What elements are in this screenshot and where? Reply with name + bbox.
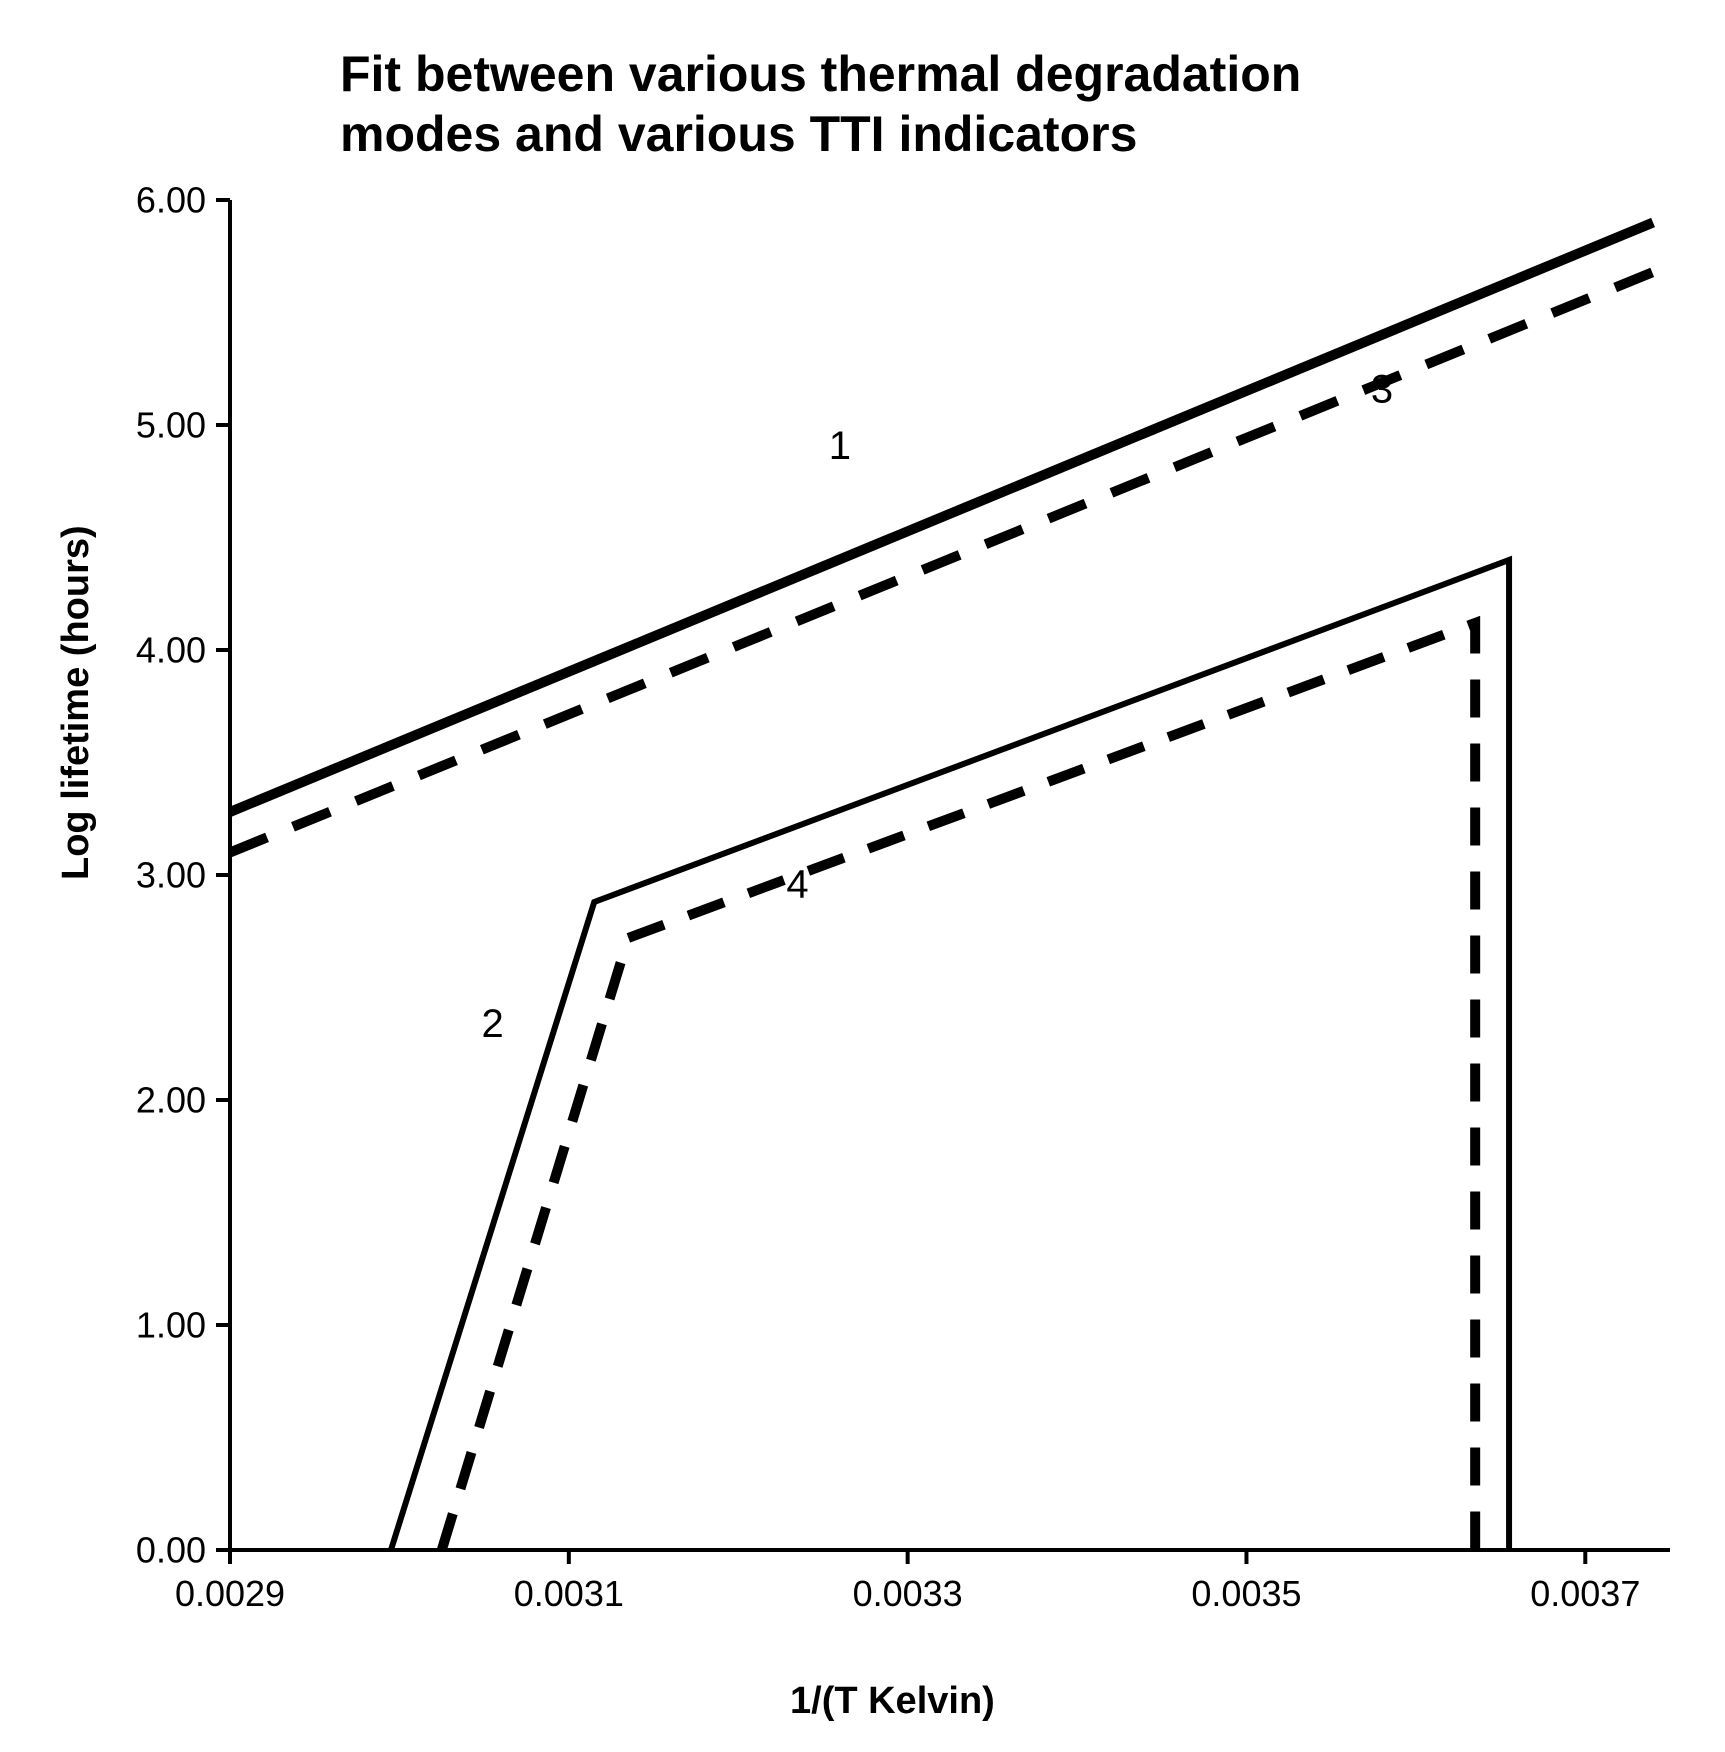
x-tick-label: 0.0033	[853, 1573, 963, 1614]
series-label-line-2: 2	[481, 1002, 503, 1046]
series-line-1	[230, 223, 1653, 813]
y-tick-label: 6.00	[136, 180, 206, 221]
y-tick-label: 4.00	[136, 630, 206, 671]
plot-svg: 0.0029 0.0031 0.0033 0.0035 0.0037 0.00 1.00 2.…	[0, 0, 1725, 1752]
series-label-line-4: 4	[786, 863, 808, 907]
y-tick-label: 5.00	[136, 405, 206, 446]
x-tick-label: 0.0037	[1530, 1573, 1640, 1614]
series-label-line-1: 1	[829, 424, 851, 468]
chart-figure: Fit between various thermal degradation …	[0, 0, 1725, 1752]
y-tick-label: 0.00	[136, 1530, 206, 1571]
x-axis-label: 1/(T Kelvin)	[790, 1680, 995, 1723]
y-tick-label: 2.00	[136, 1080, 206, 1121]
y-tick-label: 1.00	[136, 1305, 206, 1346]
x-tick-label: 0.0029	[175, 1573, 285, 1614]
series-line-4	[442, 623, 1475, 1550]
series-line-2	[391, 560, 1509, 1550]
y-axis-label: Log lifetime (hours)	[55, 525, 98, 880]
y-tick-label: 3.00	[136, 855, 206, 896]
series-line-3	[230, 272, 1653, 853]
x-tick-label: 0.0031	[514, 1573, 624, 1614]
x-tick-label: 0.0035	[1191, 1573, 1301, 1614]
series-label-line-3: 3	[1371, 368, 1393, 412]
